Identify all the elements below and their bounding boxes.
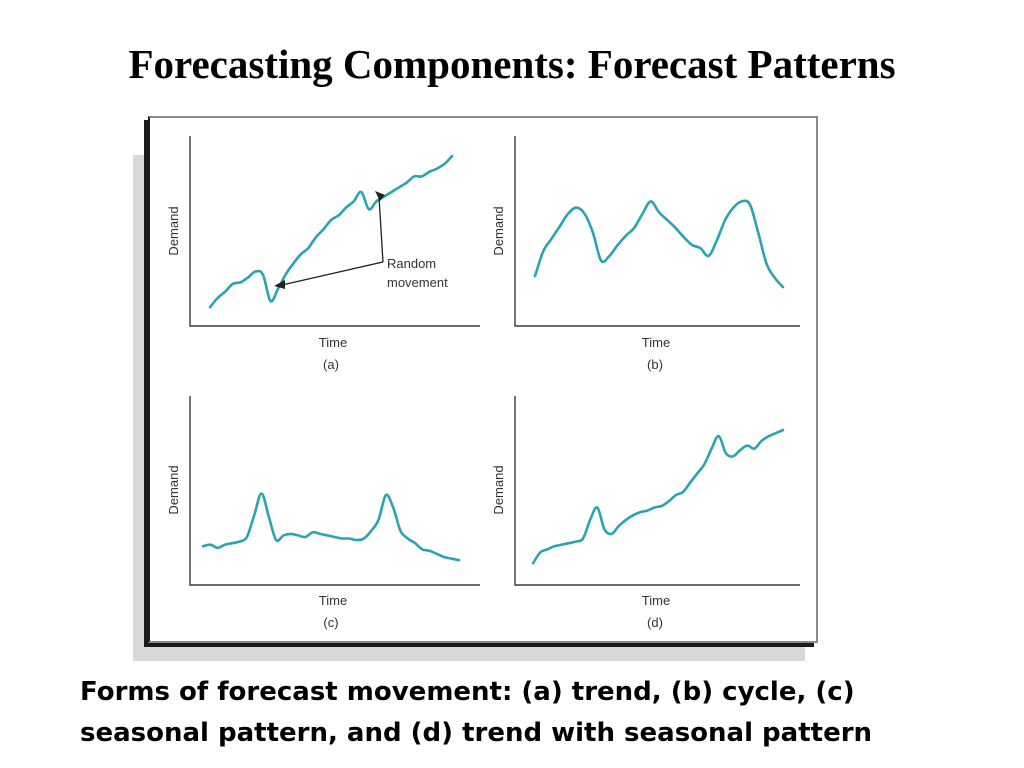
chart-panel-d: Demand Time (d) [491,396,800,630]
x-axis-label-a: Time [319,335,347,350]
annotation-random-movement-line2: movement [387,275,448,290]
caption-line-2: seasonal pattern, and (d) trend with sea… [80,718,873,748]
panel-label-d: (d) [647,615,663,630]
panel-label-b: (b) [647,357,663,372]
data-series-b [533,199,785,289]
axes-b [514,136,800,327]
y-axis-label-d: Demand [491,465,506,514]
annotation-arrow-up [378,196,384,263]
axes-d [514,396,800,586]
x-axis-label-d: Time [642,593,670,608]
caption-line-1: Forms of forecast movement: (a) trend, (… [80,677,855,707]
panel-label-a: (a) [323,357,339,372]
page-title: Forecasting Components: Forecast Pattern… [128,41,896,87]
axes-c [189,396,480,586]
annotation-random-movement-line1: Random [387,256,436,271]
data-series-d [531,428,785,565]
axes-a [189,136,480,327]
figure-caption: Forms of forecast movement: (a) trend, (… [80,672,980,754]
x-axis-label-b: Time [642,335,670,350]
data-series-a [208,154,454,309]
annotation-arrowhead-up [375,191,385,201]
chart-panel-b: Demand Time (b) [491,136,800,372]
panel-label-c: (c) [323,615,338,630]
y-axis-label-c: Demand [166,465,181,514]
data-series-c [201,492,461,562]
chart-panel-a: Demand Time (a) Random movement [166,136,480,372]
annotation-arrow-left [281,261,384,286]
y-axis-label-b: Demand [491,206,506,255]
annotation-arrowhead-left [274,280,285,289]
figure-frame [148,116,818,643]
x-axis-label-c: Time [319,593,347,608]
y-axis-label-a: Demand [166,206,181,255]
chart-panel-c: Demand Time (c) [166,396,480,630]
